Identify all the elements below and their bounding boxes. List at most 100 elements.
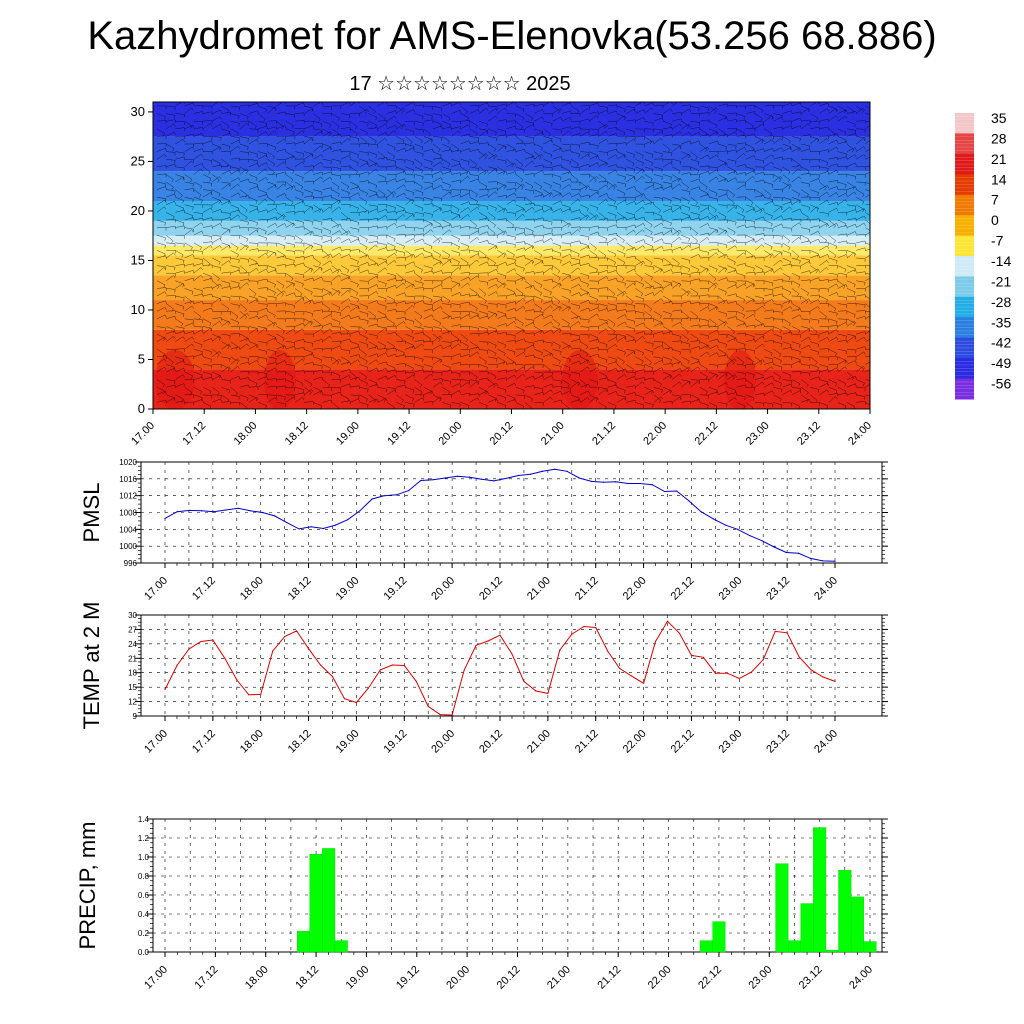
x-tick-label: 19.00 [334, 728, 362, 756]
y-tick-label: 21 [128, 654, 137, 663]
x-tick-label: 22.00 [621, 575, 649, 603]
pmsl-point [639, 482, 641, 485]
y-tick-label: 1000 [119, 542, 137, 551]
plot-frame [140, 614, 883, 717]
pmsl-point [371, 498, 373, 500]
heatmap-warm-cell-2 [562, 350, 598, 409]
x-tick-label: 21.00 [525, 728, 553, 756]
x-tick-label: 20.12 [495, 964, 523, 992]
heatmap-y-tick-label: 30 [131, 104, 145, 119]
x-tick-label: 21.12 [595, 964, 623, 992]
pmsl-point [334, 524, 337, 526]
pmsl-point [529, 473, 532, 475]
colorbar-swatch-7 [955, 256, 974, 277]
y-tick-label: 1012 [119, 492, 137, 501]
x-tick-label: 18.12 [286, 575, 314, 603]
x-tick-label: 18.00 [243, 964, 271, 992]
y-tick-label: 18 [128, 669, 137, 678]
heatmap-x-tick-label: 17.12 [180, 420, 208, 448]
temp-point [379, 669, 381, 671]
colorbar-swatch-0 [955, 113, 974, 134]
pmsl-point [310, 526, 312, 528]
temp-point [798, 656, 800, 658]
heatmap-layer-9 [153, 171, 870, 202]
temp-point [164, 688, 166, 691]
pmsl-point [359, 510, 361, 512]
colorbar-swatch-11 [955, 337, 974, 359]
pmsl-point [188, 509, 190, 511]
x-tick-label: 21.12 [573, 575, 601, 603]
heatmap-x-tick-label: 23.00 [744, 420, 772, 448]
colorbar-swatch-6 [955, 235, 974, 257]
temp-point [475, 644, 477, 646]
precip-bar [863, 941, 877, 953]
x-tick-label: 19.00 [344, 964, 372, 992]
y-tick-label: 996 [124, 559, 138, 568]
temp-point [607, 650, 609, 652]
pmsl-point [505, 477, 507, 480]
temperature-panel: 9 12 15 18 21 24 27 30 17.00 17.12 18.00 18.12 19.00… [79, 602, 888, 756]
y-tick-label: 15 [128, 683, 137, 692]
x-tick-label: 24.00 [812, 575, 840, 603]
pmsl-point [456, 475, 458, 477]
pmsl-point [383, 495, 385, 497]
x-tick-label: 23.12 [764, 728, 792, 756]
temp-point [200, 640, 202, 643]
heatmap-layer-11 [153, 102, 870, 137]
temp-point [822, 676, 824, 678]
temp-point [427, 705, 429, 707]
colorbar-swatch-4 [955, 194, 974, 216]
heatmap-x-tick-label: 20.00 [436, 420, 464, 448]
temp-point [403, 664, 405, 667]
pmsl-point [724, 524, 726, 526]
colorbar-label: 21 [991, 151, 1007, 167]
pmsl-point [688, 500, 690, 502]
chart-subtitle: 17 ☆☆☆☆☆☆☆☆ 2025 [349, 73, 571, 95]
x-tick-label: 21.00 [545, 964, 573, 992]
colorbar-label: -49 [991, 355, 1011, 371]
pmsl-point [481, 478, 483, 480]
x-tick-label: 23.00 [746, 964, 774, 992]
pmsl-point [602, 481, 605, 483]
temp-point [595, 626, 597, 629]
heatmap-y-tick-label: 25 [131, 153, 145, 168]
precip-bar [838, 870, 852, 953]
pmsl-point [749, 535, 751, 537]
x-tick-label: 23.12 [764, 575, 792, 603]
heatmap-layer-5 [153, 245, 870, 256]
pmsl-point [761, 540, 763, 542]
colorbar-label: 14 [991, 171, 1007, 187]
colorbar-swatch-5 [955, 215, 974, 237]
pmsl-point [615, 481, 617, 483]
heatmap-warm-cell-1 [264, 350, 296, 409]
pmsl-point [444, 477, 446, 479]
heatmap-layer-3 [153, 275, 870, 301]
temp-point [296, 630, 298, 632]
pmsl-point [663, 490, 666, 493]
x-tick-label: 22.12 [696, 964, 724, 992]
y-tick-label: 27 [128, 625, 137, 634]
precip-bar [775, 863, 789, 953]
heatmap-x-tick-label: 21.12 [590, 420, 618, 448]
pmsl-point [213, 511, 215, 513]
heatmap-x-tick-label: 21.00 [539, 420, 567, 448]
y-axis-label: PRECIP, mm [75, 822, 100, 950]
heatmap-panel: 0 5 10 15 20 25 30 17.00 17.12 18.00 18.12 19.00 19.… [129, 101, 874, 448]
colorbar-label: 28 [991, 130, 1007, 146]
pmsl-series-line [164, 468, 836, 562]
temp-point [236, 679, 238, 681]
temp-point [511, 653, 513, 655]
heatmap-x-tick-label: 20.12 [488, 420, 516, 448]
x-tick-label: 23.00 [716, 728, 744, 756]
pmsl-point [712, 518, 714, 520]
pmsl-point [164, 517, 166, 519]
colorbar-label: -42 [991, 335, 1011, 351]
pmsl-point [298, 528, 300, 530]
temp-point [224, 657, 226, 659]
heatmap-layer-7 [153, 220, 870, 236]
y-tick-label: 1020 [119, 458, 137, 467]
y-tick-label: 12 [128, 698, 137, 707]
temp-point [487, 640, 489, 642]
pmsl-point [578, 477, 580, 479]
